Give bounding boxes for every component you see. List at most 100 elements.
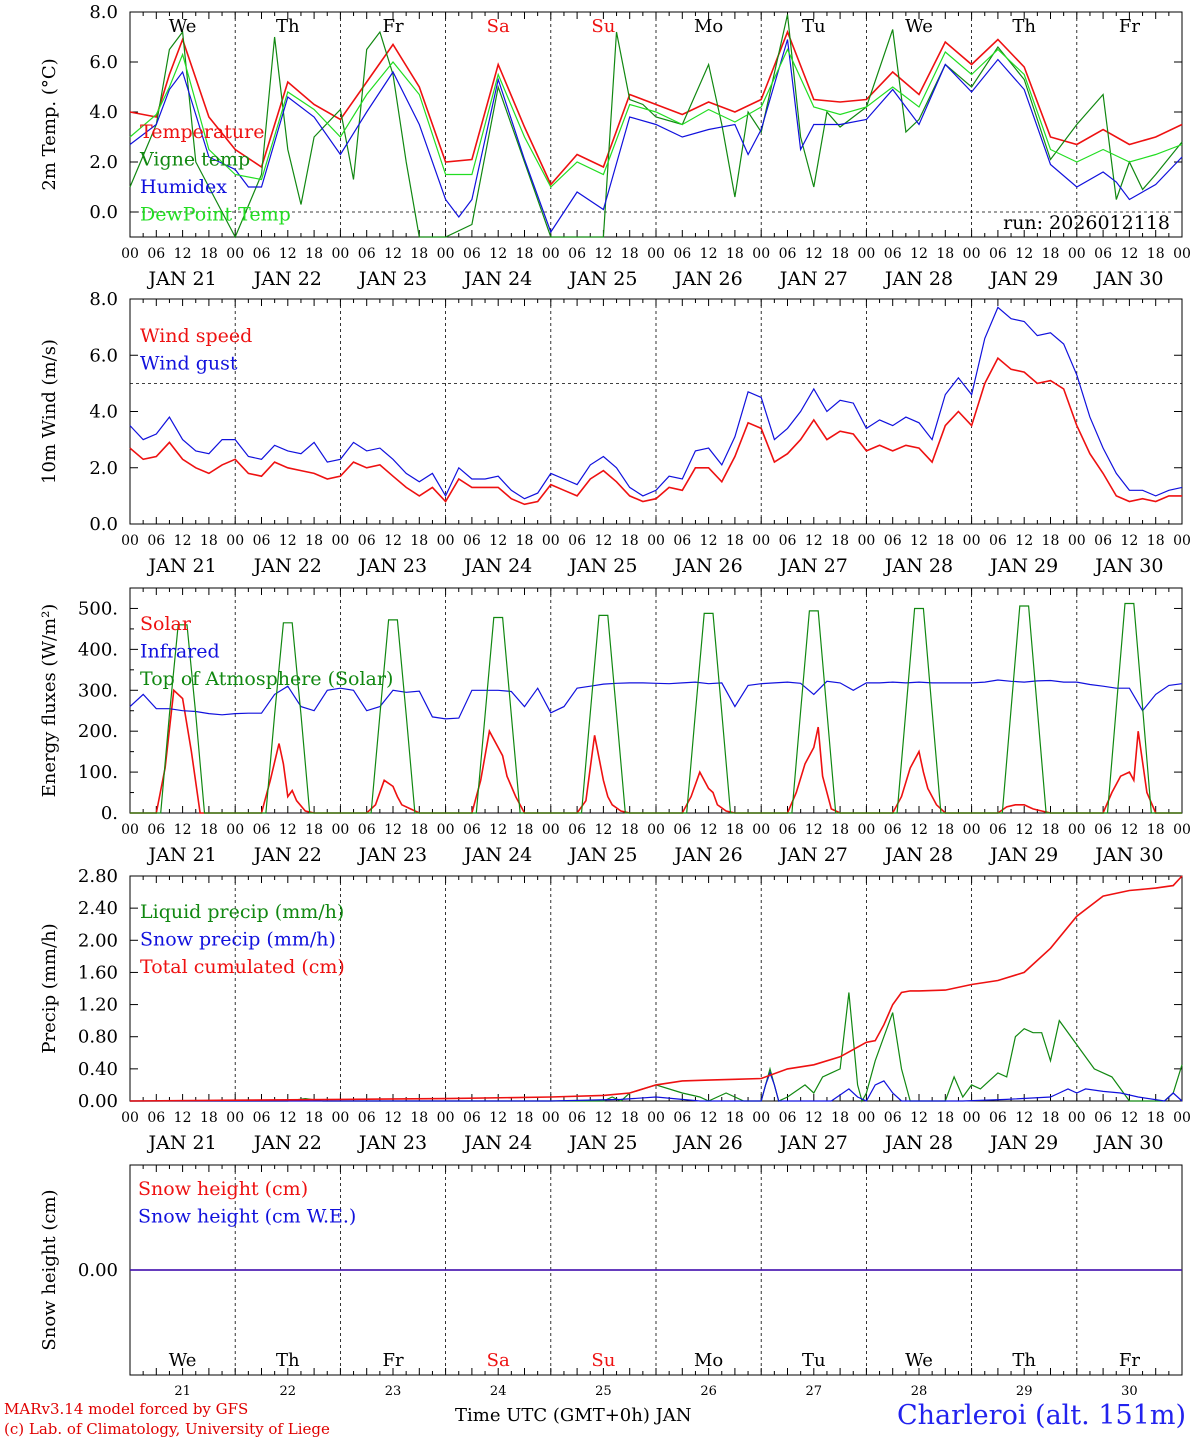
y-tick-label: 0.00 [78, 1091, 118, 1112]
hour-tick-label: 00 [226, 533, 244, 549]
date-label: JAN 29 [988, 844, 1058, 866]
hour-tick-label: 00 [542, 1110, 560, 1126]
hour-tick-label: 18 [831, 533, 849, 549]
legend-entry: Wind speed [140, 325, 252, 347]
date-label: JAN 24 [462, 844, 532, 866]
hour-tick-label: 18 [1042, 822, 1060, 838]
hour-tick-label: 12 [1015, 246, 1033, 262]
hour-tick-label: 12 [910, 822, 928, 838]
weekday-label: Tu [802, 1350, 826, 1371]
y-axis-title: Snow height (cm) [39, 1189, 60, 1350]
weekday-label: We [905, 16, 933, 37]
hour-tick-label: 12 [700, 822, 718, 838]
hour-tick-label: 00 [963, 822, 981, 838]
hour-tick-label: 06 [358, 246, 376, 262]
date-label: JAN 28 [883, 1132, 953, 1154]
y-axis-title: 2m Temp. (°C) [39, 58, 60, 190]
hour-tick-label: 18 [831, 246, 849, 262]
hour-tick-label: 00 [226, 246, 244, 262]
day-number-label: 26 [700, 1384, 717, 1399]
hour-tick-label: 12 [700, 1110, 718, 1126]
hour-tick-label: 00 [752, 246, 770, 262]
y-tick-label: 1.20 [78, 995, 118, 1016]
series-total-cumulated-cm- [129, 875, 1183, 1102]
weekday-label: Mo [694, 16, 723, 37]
series-humidex [129, 39, 1183, 234]
run-label: run: 2026012118 [1003, 212, 1170, 234]
hour-tick-label: 12 [174, 246, 192, 262]
date-label: JAN 29 [988, 268, 1058, 290]
hour-tick-label: 12 [805, 1110, 823, 1126]
hour-tick-label: 00 [752, 1110, 770, 1126]
hour-tick-label: 12 [594, 246, 612, 262]
hour-tick-label: 18 [305, 246, 323, 262]
hour-tick-label: 06 [253, 1110, 271, 1126]
hour-tick-label: 18 [726, 533, 744, 549]
hour-tick-label: 18 [936, 822, 954, 838]
y-tick-label: 0.40 [78, 1059, 118, 1080]
day-number-label: 21 [174, 1384, 191, 1399]
series-infrared [129, 679, 1183, 720]
x-axis-title: Time UTC (GMT+0h) JAN [455, 1405, 692, 1426]
hour-tick-label: 18 [200, 533, 218, 549]
y-tick-label: 500. [78, 598, 118, 619]
panel-precip: 2.80 2.40 2.00 1.60 1.20 0.80 0.40 0.00 Precip (… [39, 866, 1191, 1154]
hour-tick-label: 00 [437, 822, 455, 838]
date-label: JAN 30 [1093, 844, 1163, 866]
day-number-label: 28 [911, 1384, 928, 1399]
hour-tick-label: 00 [331, 822, 349, 838]
hour-tick-label: 06 [463, 246, 481, 262]
y-tick-label: 8.0 [89, 289, 118, 310]
hour-tick-label: 00 [437, 246, 455, 262]
hour-tick-label: 00 [752, 822, 770, 838]
hour-tick-label: 00 [331, 246, 349, 262]
hour-tick-label: 12 [594, 533, 612, 549]
hour-tick-label: 12 [489, 1110, 507, 1126]
hour-tick-label: 06 [779, 1110, 797, 1126]
weekday-label: We [169, 16, 197, 37]
lab-credit: (c) Lab. of Climatology, University of L… [4, 1420, 330, 1438]
y-tick-label: 0.80 [78, 1027, 118, 1048]
date-label: JAN 21 [147, 844, 217, 866]
hour-tick-label: 18 [516, 246, 534, 262]
series-dewpoint-temp [129, 48, 1183, 188]
y-tick-label: 200. [78, 721, 118, 742]
hour-tick-label: 06 [147, 1110, 165, 1126]
date-label: JAN 21 [147, 555, 217, 577]
hour-tick-label: 06 [884, 822, 902, 838]
hour-tick-label: 00 [857, 533, 875, 549]
hour-tick-label: 00 [226, 822, 244, 838]
y-tick-label: 0. [101, 803, 118, 824]
y-tick-label: 400. [78, 639, 118, 660]
day-number-label: 25 [595, 1384, 612, 1399]
hour-tick-label: 06 [673, 822, 691, 838]
hour-tick-label: 06 [989, 246, 1007, 262]
hour-tick-label: 00 [963, 1110, 981, 1126]
hour-tick-label: 12 [174, 1110, 192, 1126]
legend-entry: Vigne temp [139, 149, 250, 171]
hour-tick-label: 00 [1068, 246, 1086, 262]
hour-tick-label: 06 [463, 1110, 481, 1126]
hour-tick-label: 06 [358, 1110, 376, 1126]
hour-tick-label: 18 [1042, 246, 1060, 262]
hour-tick-label: 00 [1173, 533, 1191, 549]
series-vigne-temp [129, 14, 1183, 239]
legend-entry: Top of Atmosphere (Solar) [140, 668, 393, 690]
weekday-label: Sa [487, 1350, 510, 1371]
hour-tick-label: 18 [516, 1110, 534, 1126]
panel-frame [129, 587, 1183, 814]
hour-tick-label: 18 [305, 533, 323, 549]
hour-tick-label: 00 [542, 822, 560, 838]
hour-tick-label: 00 [1173, 1110, 1191, 1126]
hour-tick-label: 00 [121, 533, 139, 549]
date-label: JAN 27 [778, 1132, 848, 1154]
y-tick-label: 1.60 [78, 962, 118, 983]
date-label: JAN 21 [147, 268, 217, 290]
hour-tick-label: 12 [700, 533, 718, 549]
y-tick-label: 0.00 [78, 1260, 118, 1281]
hour-tick-label: 06 [673, 1110, 691, 1126]
hour-tick-label: 12 [174, 533, 192, 549]
date-label: JAN 30 [1093, 1132, 1163, 1154]
hour-tick-label: 18 [305, 822, 323, 838]
date-label: JAN 23 [357, 844, 427, 866]
